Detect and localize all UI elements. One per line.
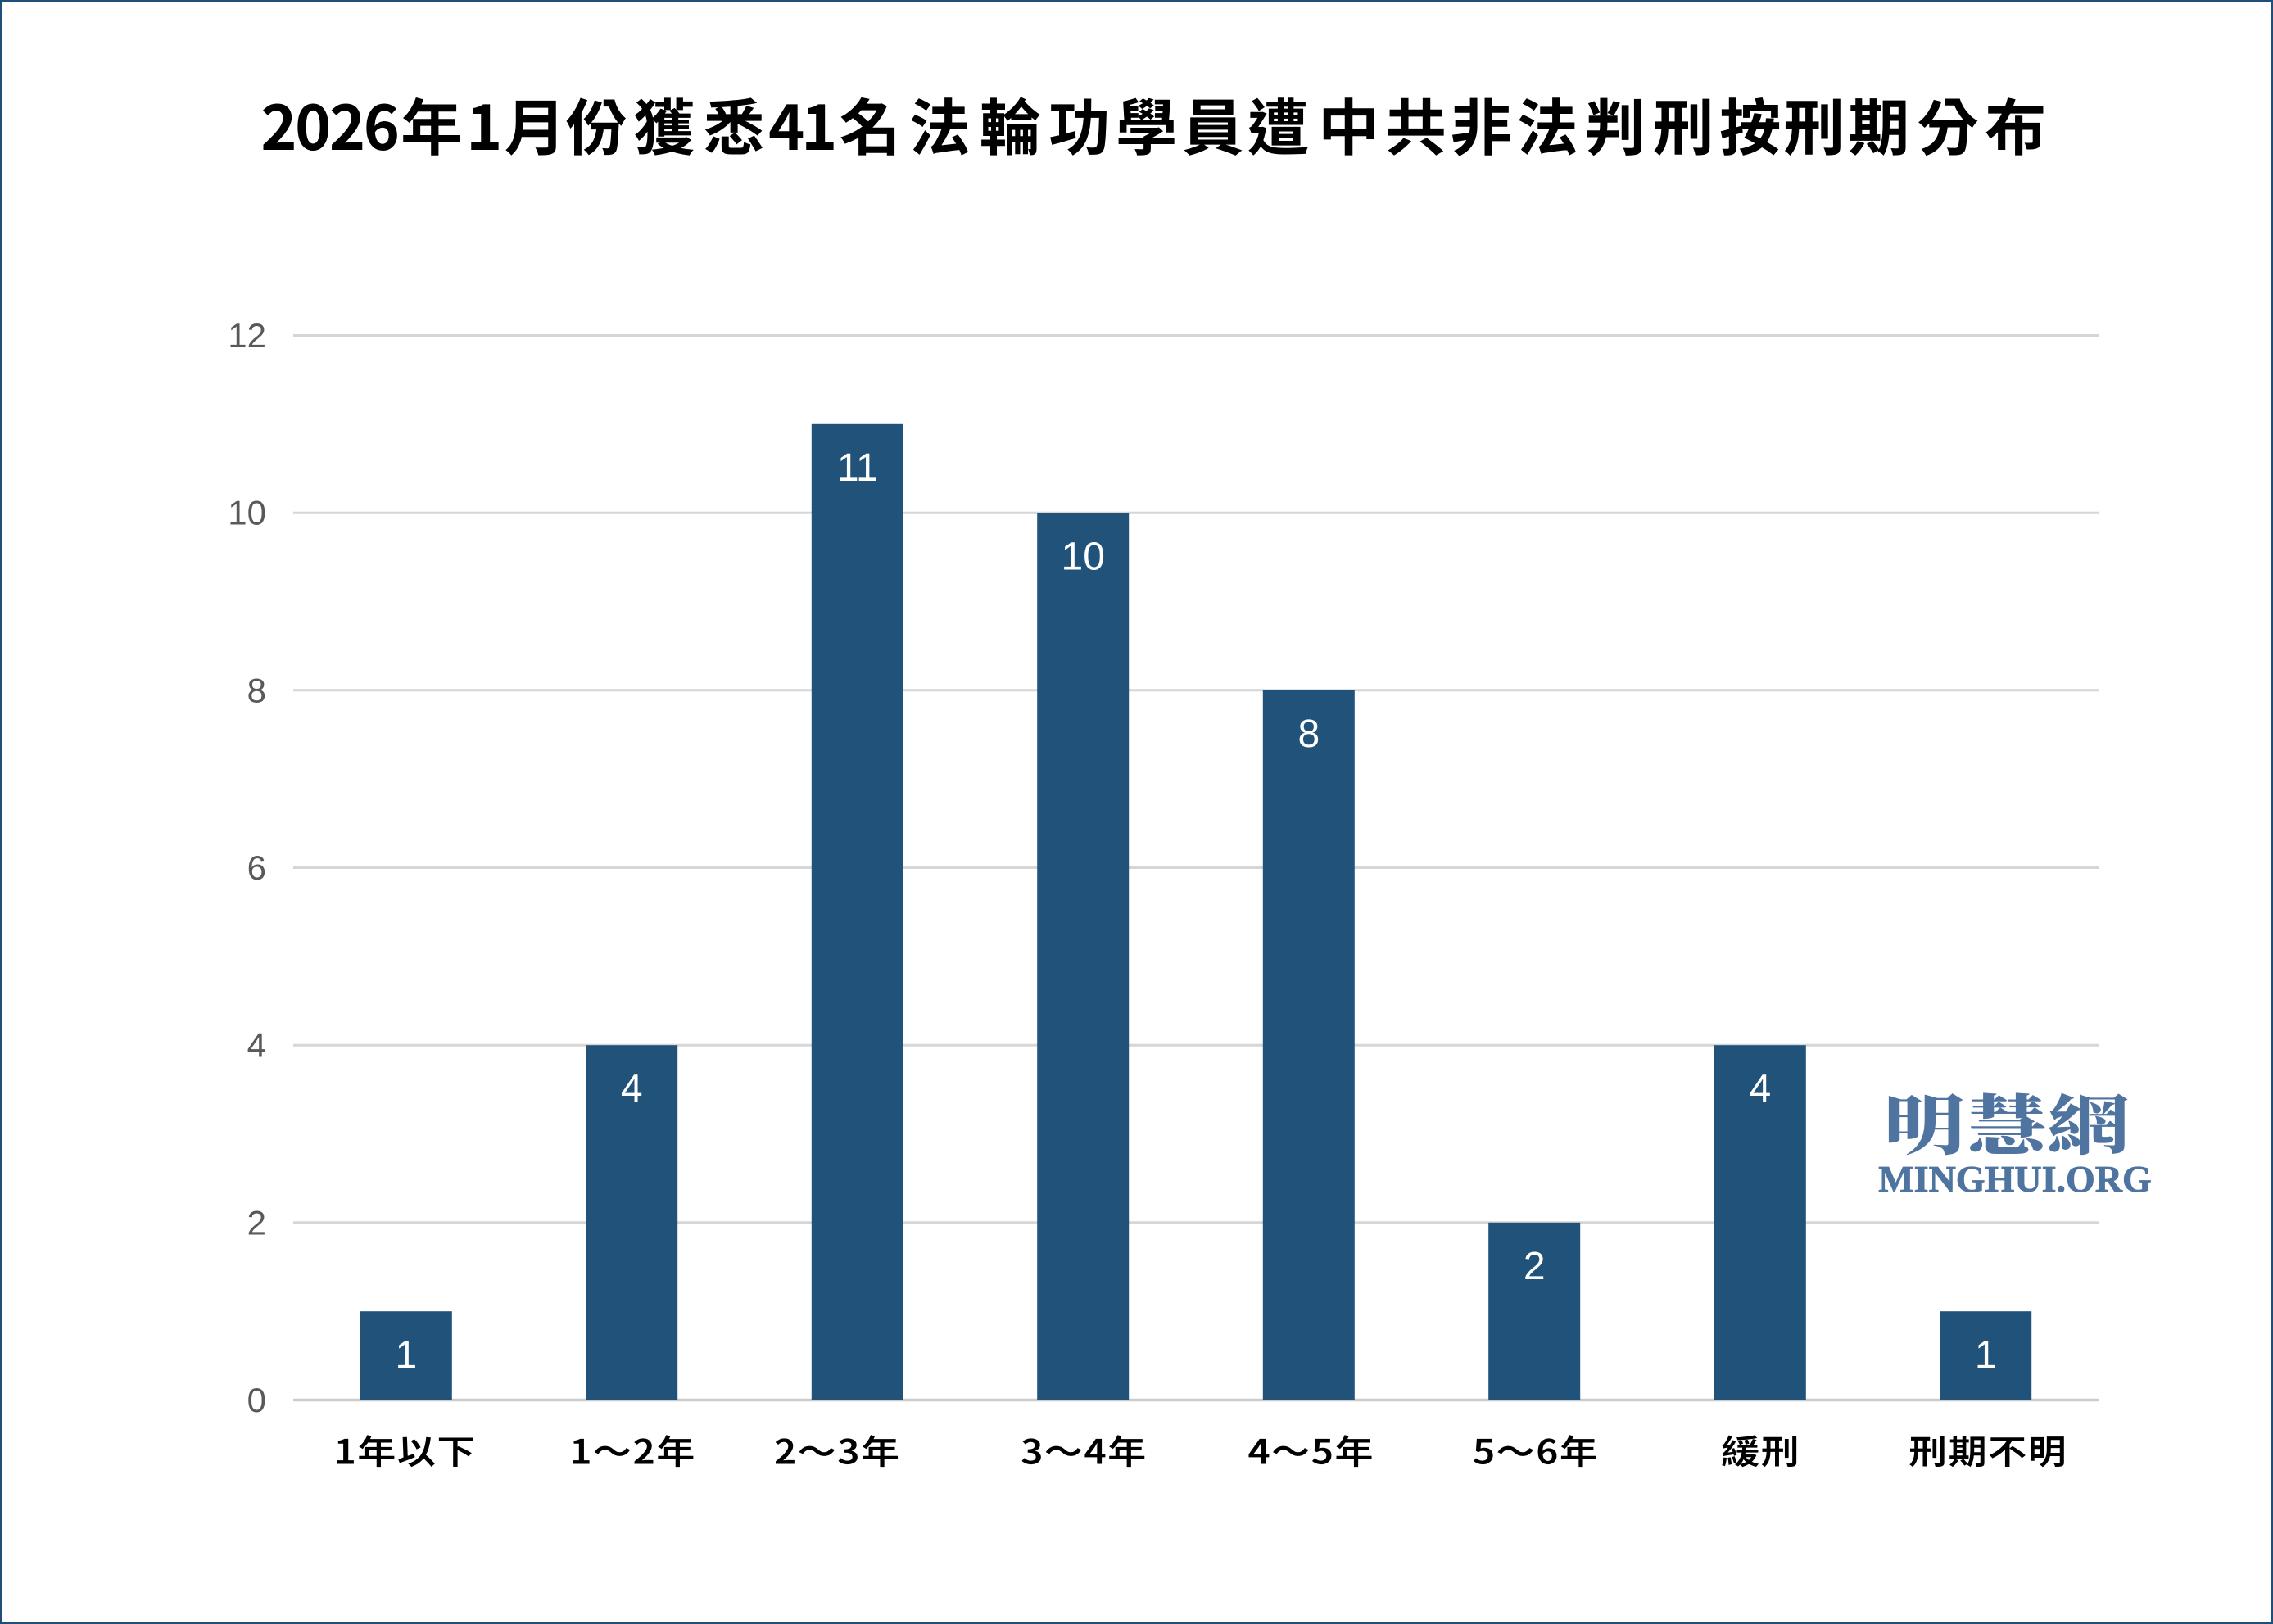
svg-text:4: 4	[621, 1068, 643, 1111]
svg-text:8: 8	[1297, 712, 1320, 756]
svg-text:10: 10	[228, 494, 266, 532]
svg-text:11: 11	[837, 446, 878, 490]
svg-text:12: 12	[228, 316, 266, 355]
svg-text:1: 1	[1975, 1334, 1997, 1377]
svg-text:8: 8	[247, 671, 266, 709]
svg-text:2: 2	[1524, 1245, 1546, 1288]
svg-text:0: 0	[247, 1381, 266, 1419]
svg-text:4: 4	[1749, 1068, 1771, 1111]
svg-text:MINGHUI.ORG: MINGHUI.ORG	[1878, 1158, 2152, 1200]
svg-text:4: 4	[247, 1026, 266, 1065]
svg-text:10: 10	[1062, 536, 1105, 579]
svg-text:1: 1	[395, 1334, 417, 1377]
svg-text:2: 2	[247, 1203, 266, 1242]
svg-text:6: 6	[247, 848, 266, 887]
